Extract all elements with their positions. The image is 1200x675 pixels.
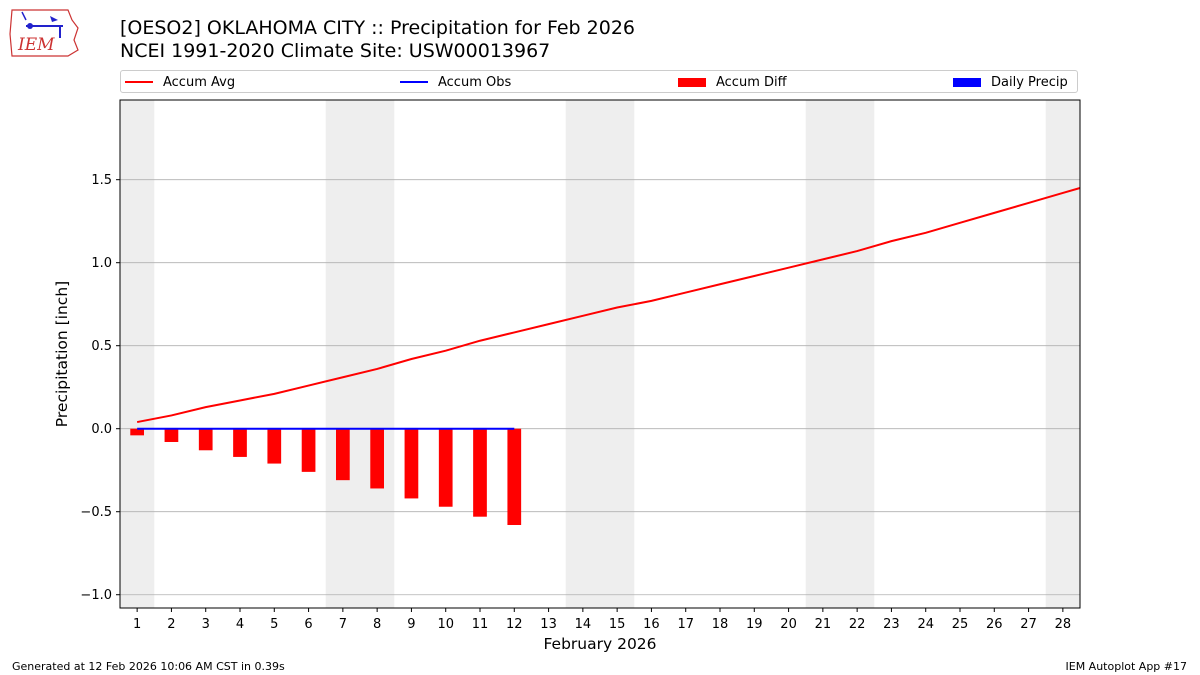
legend-label-accum-diff: Accum Diff: [716, 74, 787, 90]
x-tick-label: 17: [677, 617, 694, 632]
accum-diff-bar: [473, 428, 487, 517]
y-tick-label: 1.0: [91, 256, 112, 271]
x-tick-label: 7: [339, 617, 347, 632]
weekend-shade: [360, 100, 395, 608]
x-axis-label: February 2026: [543, 635, 656, 653]
x-tick-label: 8: [373, 617, 381, 632]
accum-diff-bar: [336, 428, 350, 481]
x-tick-label: 13: [540, 617, 557, 632]
x-tick-label: 26: [986, 617, 1003, 632]
legend-swatch-accum-diff: [678, 77, 706, 87]
iem-iowa-logo-icon: [9, 9, 79, 57]
x-tick-label: 22: [849, 617, 866, 632]
accum-diff-bar: [164, 428, 179, 442]
accum-diff-bar: [438, 428, 453, 507]
x-tick-label: 2: [167, 617, 175, 632]
x-tick-label: 4: [236, 617, 244, 632]
legend-swatch-accum-obs: [400, 81, 428, 83]
legend-label-accum-obs: Accum Obs: [438, 74, 512, 90]
x-tick-label: 25: [952, 617, 969, 632]
x-tick-label: 15: [609, 617, 626, 632]
weekend-shade: [805, 100, 840, 608]
chart-subtitle: NCEI 1991-2020 Climate Site: USW00013967: [120, 40, 551, 62]
x-tick-label: 10: [437, 617, 454, 632]
x-tick-label: 16: [643, 617, 660, 632]
weekend-shade: [325, 100, 360, 608]
chart-legend: Accum Avg Accum Obs Accum Diff Daily Pre…: [120, 70, 1078, 93]
accum-diff-bar: [370, 428, 384, 489]
legend-item-accum-obs: Accum Obs: [400, 74, 511, 90]
series-lines: [136, 187, 1081, 430]
legend-label-accum-avg: Accum Avg: [163, 74, 236, 90]
x-tick-label: 24: [917, 617, 934, 632]
weekend-shade: [840, 100, 875, 608]
chart-title: [OESO2] OKLAHOMA CITY :: Precipitation f…: [120, 17, 635, 39]
x-tick-label: 23: [883, 617, 900, 632]
x-tick-label: 21: [815, 617, 832, 632]
footer-app-text: IEM Autoplot App #17: [1065, 660, 1188, 673]
accum-diff-bar: [267, 428, 282, 464]
legend-item-daily-precip: Daily Precip: [953, 74, 1068, 90]
accum-diff-bars: [130, 428, 522, 525]
y-tick-label: 0.5: [91, 339, 112, 354]
y-tick-label: 1.5: [91, 173, 112, 188]
accum-diff-bar: [507, 428, 522, 525]
x-tick-label: 27: [1020, 617, 1037, 632]
accum-diff-bar: [130, 428, 144, 436]
x-axis-ticks: 1 2 3 4 5 6 7 8 9 10 11 12 13 14 15 16 17 18 19 20 21 22 23 24 2…: [133, 608, 1071, 632]
accum-avg-line: [136, 187, 1081, 424]
legend-label-daily-precip: Daily Precip: [991, 74, 1068, 90]
x-tick-label: 28: [1055, 617, 1072, 632]
x-tick-label: 14: [575, 617, 592, 632]
x-tick-label: 6: [304, 617, 312, 632]
x-tick-label: 1: [133, 617, 141, 632]
x-tick-label: 18: [712, 617, 729, 632]
x-tick-label: 3: [202, 617, 210, 632]
footer-generated-text: Generated at 12 Feb 2026 10:06 AM CST in…: [12, 660, 285, 673]
accum-diff-bar: [301, 428, 316, 472]
y-axis-label: Precipitation [inch]: [53, 281, 71, 427]
x-tick-label: 11: [472, 617, 489, 632]
weekend-shade: [600, 100, 635, 608]
x-tick-label: 19: [746, 617, 763, 632]
legend-swatch-daily-precip: [953, 77, 981, 87]
x-tick-label: 20: [780, 617, 797, 632]
legend-item-accum-diff: Accum Diff: [678, 74, 787, 90]
weekend-shade: [120, 100, 155, 608]
accum-diff-bar: [233, 428, 247, 457]
x-tick-label: 12: [506, 617, 523, 632]
iem-logo: IEM: [9, 9, 79, 57]
weekend-shade: [565, 100, 600, 608]
plot-frame: [119, 99, 1081, 609]
legend-swatch-accum-avg: [125, 81, 153, 83]
y-tick-label: −1.0: [80, 588, 112, 603]
accum-diff-bar: [198, 428, 213, 451]
y-tick-label: 0.0: [91, 422, 112, 437]
weekend-shading: [120, 100, 1080, 608]
legend-item-accum-avg: Accum Avg: [125, 74, 235, 90]
logo-text: IEM: [17, 35, 55, 55]
y-axis-ticks: −1.0 −0.5 0.0 0.5 1.0 1.5: [80, 173, 120, 603]
accum-diff-bar: [404, 428, 419, 499]
x-tick-label: 5: [270, 617, 278, 632]
x-tick-label: 9: [407, 617, 415, 632]
y-tick-label: −0.5: [80, 505, 112, 520]
weekend-shade: [1045, 100, 1080, 608]
